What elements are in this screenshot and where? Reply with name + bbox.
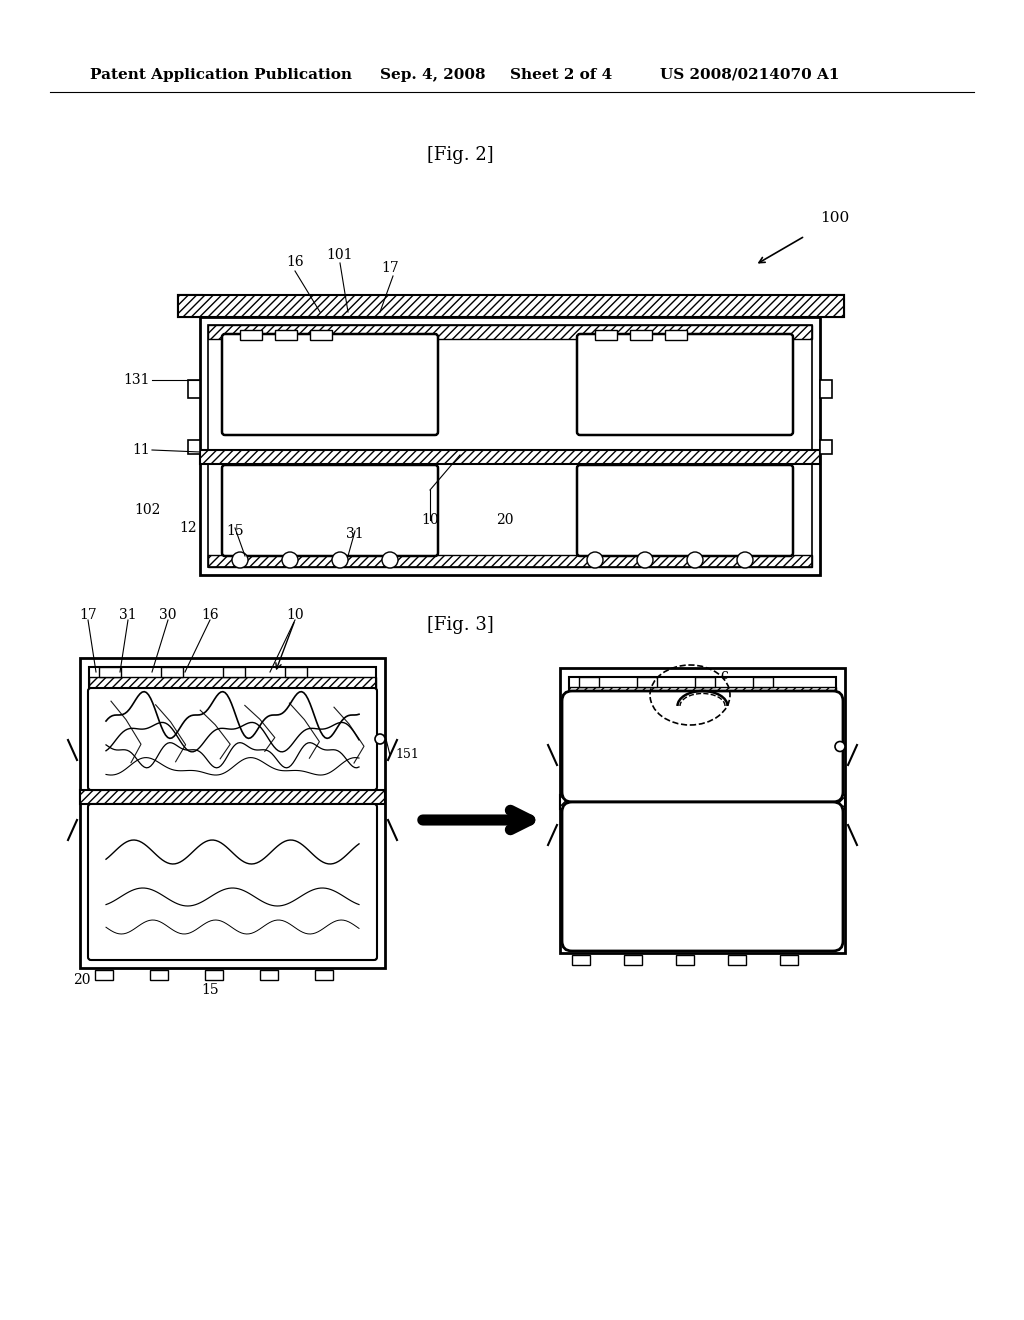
Circle shape	[332, 552, 348, 568]
Text: 15: 15	[201, 983, 219, 997]
Text: 31: 31	[346, 527, 364, 541]
Bar	[560, 668, 845, 953]
Text: 101: 101	[327, 248, 353, 261]
Bar	[178, 294, 844, 317]
Bar	[820, 294, 844, 317]
Bar	[178, 294, 202, 317]
Bar	[676, 954, 694, 965]
Bar	[223, 667, 245, 677]
Bar	[188, 380, 200, 399]
Bar	[630, 330, 652, 341]
Bar	[80, 657, 385, 968]
Text: 20: 20	[497, 513, 514, 527]
Text: 151: 151	[395, 748, 419, 762]
Text: 16: 16	[286, 255, 304, 269]
Bar	[188, 440, 200, 454]
Bar	[275, 330, 297, 341]
Bar	[200, 317, 820, 576]
Bar	[178, 294, 202, 317]
Bar	[637, 677, 657, 686]
Bar	[579, 677, 599, 686]
FancyBboxPatch shape	[577, 334, 793, 436]
Bar	[560, 795, 845, 809]
Text: 12: 12	[179, 521, 197, 535]
FancyBboxPatch shape	[88, 688, 377, 789]
Text: Sep. 4, 2008: Sep. 4, 2008	[380, 69, 485, 82]
Circle shape	[375, 734, 385, 744]
Bar	[80, 789, 385, 804]
Bar	[624, 954, 642, 965]
Bar	[695, 677, 715, 686]
Circle shape	[382, 552, 398, 568]
Bar	[665, 330, 687, 341]
Text: 17: 17	[79, 609, 97, 622]
Bar	[260, 970, 278, 979]
FancyBboxPatch shape	[577, 465, 793, 556]
Bar	[208, 325, 812, 568]
Circle shape	[835, 742, 845, 751]
FancyBboxPatch shape	[562, 690, 843, 803]
Text: 10: 10	[286, 609, 304, 622]
Text: 16: 16	[201, 609, 219, 622]
Text: [Fig. 3]: [Fig. 3]	[427, 616, 494, 634]
Bar	[569, 686, 836, 701]
Bar	[150, 970, 168, 979]
Bar	[205, 970, 223, 979]
Text: 30: 30	[160, 609, 177, 622]
Circle shape	[737, 552, 753, 568]
Bar	[285, 667, 307, 677]
Bar	[780, 954, 798, 965]
Text: 100: 100	[820, 211, 849, 224]
Text: 131: 131	[124, 374, 150, 387]
Bar	[569, 677, 836, 944]
Bar	[728, 954, 746, 965]
Circle shape	[282, 552, 298, 568]
Text: 10: 10	[421, 513, 439, 527]
Bar	[315, 970, 333, 979]
Bar	[89, 667, 376, 960]
Bar	[208, 325, 812, 339]
Bar	[569, 932, 836, 944]
Text: US 2008/0214070 A1: US 2008/0214070 A1	[660, 69, 840, 82]
Bar	[89, 677, 376, 690]
Bar	[310, 330, 332, 341]
Bar	[595, 330, 617, 341]
Text: 11: 11	[132, 444, 150, 457]
FancyBboxPatch shape	[88, 804, 377, 960]
Bar	[89, 946, 376, 960]
Circle shape	[587, 552, 603, 568]
Bar	[95, 970, 113, 979]
Bar	[820, 380, 831, 399]
FancyBboxPatch shape	[222, 465, 438, 556]
Bar	[80, 789, 385, 804]
Text: Sheet 2 of 4: Sheet 2 of 4	[510, 69, 612, 82]
Bar	[200, 450, 820, 465]
Text: 17: 17	[381, 261, 399, 275]
FancyBboxPatch shape	[562, 803, 843, 950]
Text: 20: 20	[74, 973, 91, 987]
FancyBboxPatch shape	[222, 334, 438, 436]
Text: 31: 31	[119, 609, 137, 622]
Bar	[820, 440, 831, 454]
Text: [Fig. 2]: [Fig. 2]	[427, 147, 494, 164]
Bar	[178, 294, 844, 317]
Bar	[753, 677, 773, 686]
Bar	[99, 667, 121, 677]
Bar	[572, 954, 590, 965]
Circle shape	[232, 552, 248, 568]
Bar	[161, 667, 183, 677]
Text: c: c	[720, 668, 728, 682]
Text: Patent Application Publication: Patent Application Publication	[90, 69, 352, 82]
Bar	[820, 294, 844, 317]
Bar	[208, 554, 812, 568]
Circle shape	[687, 552, 703, 568]
Text: 102: 102	[135, 503, 161, 517]
Circle shape	[637, 552, 653, 568]
Bar	[200, 450, 820, 465]
Text: 15: 15	[226, 524, 244, 539]
Bar	[560, 795, 845, 809]
Bar	[240, 330, 262, 341]
